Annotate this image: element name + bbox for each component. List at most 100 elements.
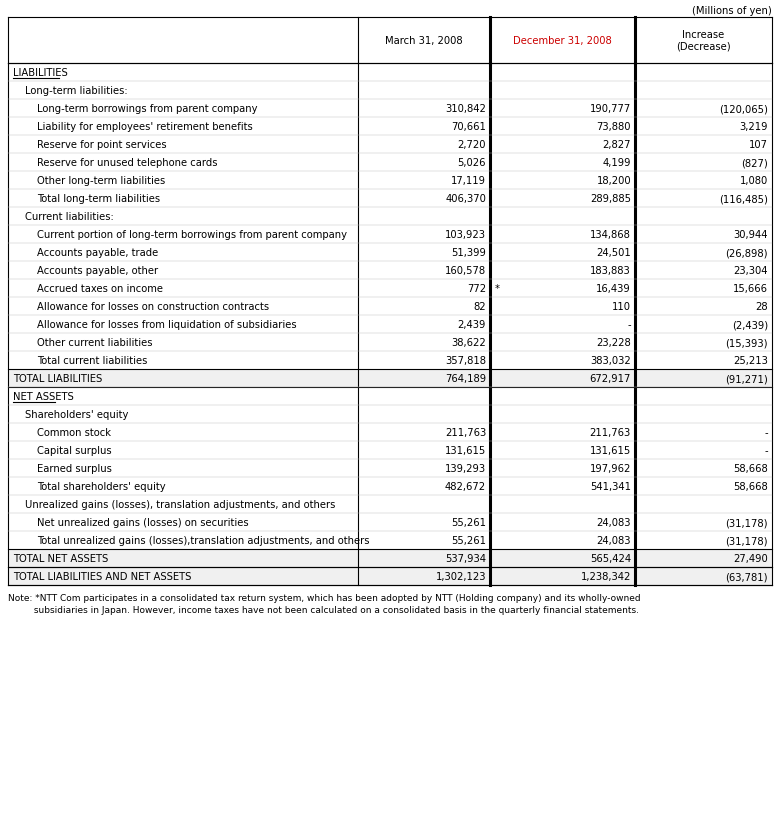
Text: 383,032: 383,032: [590, 356, 631, 366]
Text: 3,219: 3,219: [739, 122, 768, 131]
Text: TOTAL LIABILITIES: TOTAL LIABILITIES: [13, 374, 102, 384]
Text: 110: 110: [612, 302, 631, 312]
Text: 15,666: 15,666: [733, 284, 768, 294]
Text: Long-term liabilities:: Long-term liabilities:: [25, 86, 128, 96]
Text: 764,189: 764,189: [445, 374, 486, 384]
Text: -: -: [764, 446, 768, 456]
Text: TOTAL LIABILITIES AND NET ASSETS: TOTAL LIABILITIES AND NET ASSETS: [13, 571, 191, 581]
Text: 51,399: 51,399: [451, 248, 486, 258]
Text: (827): (827): [741, 158, 768, 168]
Text: Accounts payable, other: Accounts payable, other: [37, 265, 158, 275]
Text: 23,304: 23,304: [733, 265, 768, 275]
Text: 310,842: 310,842: [445, 104, 486, 114]
Text: Other long-term liabilities: Other long-term liabilities: [37, 176, 165, 186]
Text: 1,302,123: 1,302,123: [435, 571, 486, 581]
Text: (63,781): (63,781): [725, 571, 768, 581]
Text: 211,763: 211,763: [445, 428, 486, 437]
Text: (31,178): (31,178): [725, 518, 768, 528]
Text: Reserve for unused telephone cards: Reserve for unused telephone cards: [37, 158, 218, 168]
Text: Common stock: Common stock: [37, 428, 111, 437]
Text: 1,080: 1,080: [739, 176, 768, 186]
Text: 357,818: 357,818: [445, 356, 486, 366]
Text: Total long-term liabilities: Total long-term liabilities: [37, 194, 160, 203]
Text: -: -: [764, 428, 768, 437]
Text: 772: 772: [467, 284, 486, 294]
Text: Liability for employees' retirement benefits: Liability for employees' retirement bene…: [37, 122, 253, 131]
Bar: [8, 370, 772, 388]
Text: TOTAL NET ASSETS: TOTAL NET ASSETS: [13, 553, 108, 563]
Text: 134,868: 134,868: [590, 230, 631, 240]
Text: December 31, 2008: December 31, 2008: [513, 36, 612, 46]
Text: Earned surplus: Earned surplus: [37, 463, 112, 473]
Text: -: -: [627, 319, 631, 330]
Text: 30,944: 30,944: [733, 230, 768, 240]
Text: 4,199: 4,199: [602, 158, 631, 168]
Text: 160,578: 160,578: [445, 265, 486, 275]
Text: (31,178): (31,178): [725, 535, 768, 545]
Text: 5,026: 5,026: [458, 158, 486, 168]
Text: 18,200: 18,200: [597, 176, 631, 186]
Bar: [8, 567, 772, 586]
Text: NET ASSETS: NET ASSETS: [13, 391, 74, 402]
Text: *: *: [495, 284, 500, 294]
Text: Current liabilities:: Current liabilities:: [25, 212, 114, 222]
Text: (2,439): (2,439): [732, 319, 768, 330]
Text: 17,119: 17,119: [451, 176, 486, 186]
Text: 541,341: 541,341: [590, 481, 631, 491]
Text: Accrued taxes on income: Accrued taxes on income: [37, 284, 163, 294]
Text: (Millions of yen): (Millions of yen): [693, 6, 772, 16]
Text: 289,885: 289,885: [590, 194, 631, 203]
Text: 24,501: 24,501: [596, 248, 631, 258]
Text: Current portion of long-term borrowings from parent company: Current portion of long-term borrowings …: [37, 230, 347, 240]
Text: Increase
(Decrease): Increase (Decrease): [676, 30, 731, 52]
Text: 537,934: 537,934: [445, 553, 486, 563]
Text: 38,622: 38,622: [452, 337, 486, 347]
Text: 2,439: 2,439: [458, 319, 486, 330]
Text: 2,720: 2,720: [458, 140, 486, 150]
Text: 28: 28: [755, 302, 768, 312]
Text: Total shareholders' equity: Total shareholders' equity: [37, 481, 165, 491]
Text: 211,763: 211,763: [590, 428, 631, 437]
Text: Net unrealized gains (losses) on securities: Net unrealized gains (losses) on securit…: [37, 518, 249, 528]
Text: 58,668: 58,668: [733, 481, 768, 491]
Text: Capital surplus: Capital surplus: [37, 446, 112, 456]
Text: 197,962: 197,962: [590, 463, 631, 473]
Text: 73,880: 73,880: [597, 122, 631, 131]
Text: 107: 107: [749, 140, 768, 150]
Text: 25,213: 25,213: [733, 356, 768, 366]
Text: Allowance for losses from liquidation of subsidiaries: Allowance for losses from liquidation of…: [37, 319, 296, 330]
Text: March 31, 2008: March 31, 2008: [385, 36, 463, 46]
Text: 58,668: 58,668: [733, 463, 768, 473]
Text: 131,615: 131,615: [445, 446, 486, 456]
Text: 24,083: 24,083: [597, 518, 631, 528]
Text: 1,238,342: 1,238,342: [580, 571, 631, 581]
Text: (91,271): (91,271): [725, 374, 768, 384]
Text: 82: 82: [473, 302, 486, 312]
Text: 16,439: 16,439: [596, 284, 631, 294]
Text: 672,917: 672,917: [590, 374, 631, 384]
Text: 565,424: 565,424: [590, 553, 631, 563]
Text: 183,883: 183,883: [590, 265, 631, 275]
Text: Shareholders' equity: Shareholders' equity: [25, 409, 129, 419]
Text: 103,923: 103,923: [445, 230, 486, 240]
Text: Reserve for point services: Reserve for point services: [37, 140, 167, 150]
Text: 70,661: 70,661: [451, 122, 486, 131]
Text: 482,672: 482,672: [445, 481, 486, 491]
Text: (26,898): (26,898): [725, 248, 768, 258]
Text: Accounts payable, trade: Accounts payable, trade: [37, 248, 158, 258]
Bar: [490, 18, 635, 64]
Text: 131,615: 131,615: [590, 446, 631, 456]
Text: Total unrealized gains (losses),translation adjustments, and others: Total unrealized gains (losses),translat…: [37, 535, 370, 545]
Text: 139,293: 139,293: [445, 463, 486, 473]
Text: 27,490: 27,490: [733, 553, 768, 563]
Text: 2,827: 2,827: [602, 140, 631, 150]
Text: 55,261: 55,261: [451, 518, 486, 528]
Text: 23,228: 23,228: [596, 337, 631, 347]
Text: 55,261: 55,261: [451, 535, 486, 545]
Text: Note: *NTT Com participates in a consolidated tax return system, which has been : Note: *NTT Com participates in a consoli…: [8, 593, 640, 602]
Text: (15,393): (15,393): [725, 337, 768, 347]
Text: (120,065): (120,065): [719, 104, 768, 114]
Text: LIABILITIES: LIABILITIES: [13, 68, 68, 78]
Text: subsidiaries in Japan. However, income taxes have not been calculated on a conso: subsidiaries in Japan. However, income t…: [8, 605, 639, 614]
Text: Total current liabilities: Total current liabilities: [37, 356, 147, 366]
